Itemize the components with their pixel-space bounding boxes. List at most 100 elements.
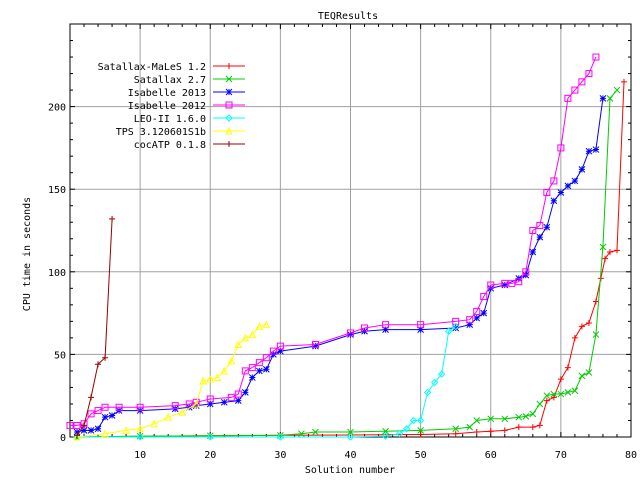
- data-point-marker: [557, 376, 564, 383]
- data-point-marker: [255, 359, 263, 367]
- data-point-marker: [164, 413, 172, 421]
- data-point-marker: [226, 63, 232, 69]
- data-point-marker: [466, 321, 474, 329]
- data-point-marker: [241, 333, 250, 342]
- data-point-marker: [199, 376, 208, 385]
- data-point-marker: [73, 428, 81, 436]
- data-point-marker: [66, 421, 74, 429]
- data-point-marker: [543, 397, 550, 404]
- data-point-marker: [536, 222, 544, 230]
- data-point-marker: [444, 327, 453, 335]
- data-point-marker: [225, 126, 233, 135]
- data-point-marker: [592, 331, 600, 338]
- data-point-marker: [416, 416, 425, 425]
- data-point-marker: [248, 364, 256, 372]
- data-point-marker: [578, 372, 586, 380]
- y-tick-label: 100: [48, 268, 66, 279]
- series-line: [70, 56, 597, 426]
- data-point-marker: [529, 227, 537, 234]
- data-point-marker: [515, 278, 523, 286]
- data-point-marker: [529, 248, 537, 256]
- data-point-marker: [102, 354, 109, 361]
- data-point-marker: [522, 268, 530, 276]
- data-point-marker: [87, 427, 95, 434]
- data-point-marker: [585, 70, 593, 78]
- data-point-marker: [248, 374, 256, 381]
- x-tick-label: 10: [134, 450, 146, 461]
- y-tick-label: 0: [60, 433, 66, 444]
- data-point-marker: [312, 342, 319, 350]
- data-point-marker: [578, 323, 585, 330]
- data-point-marker: [80, 427, 88, 434]
- data-point-marker: [557, 189, 565, 196]
- data-point-marker: [480, 309, 488, 317]
- data-point-marker: [515, 424, 522, 431]
- data-point-marker: [206, 375, 215, 383]
- data-point-marker: [599, 243, 607, 251]
- data-point-marker: [150, 419, 158, 428]
- data-point-marker: [437, 370, 446, 378]
- data-point-marker: [578, 78, 586, 86]
- data-point-marker: [557, 144, 565, 152]
- data-point-marker: [613, 86, 621, 94]
- legend-item: Isabelle 2013: [128, 88, 245, 99]
- data-point-marker: [409, 416, 418, 425]
- data-point-marker: [395, 429, 404, 438]
- data-point-marker: [136, 433, 144, 441]
- data-point-marker: [94, 407, 102, 415]
- data-point-marker: [74, 432, 81, 439]
- x-tick-label: 30: [274, 450, 286, 461]
- x-tick-label: 20: [204, 450, 216, 461]
- series-layer: [66, 53, 627, 441]
- data-point-marker: [382, 326, 389, 333]
- data-point-marker: [192, 399, 201, 408]
- data-point-marker: [592, 146, 600, 153]
- data-point-marker: [571, 334, 578, 341]
- data-point-marker: [620, 78, 627, 85]
- data-point-marker: [543, 189, 551, 197]
- data-point-marker: [108, 412, 116, 419]
- data-point-marker: [95, 361, 102, 368]
- data-point-marker: [452, 317, 460, 325]
- data-point-marker: [550, 390, 558, 398]
- data-point-marker: [206, 395, 214, 403]
- data-point-marker: [136, 424, 144, 433]
- data-point-marker: [227, 356, 236, 365]
- data-point-marker: [529, 410, 537, 418]
- data-point-marker: [234, 397, 242, 405]
- data-point-marker: [220, 398, 228, 406]
- legend-label: Satallax-MaLeS 1.2: [98, 62, 206, 73]
- data-point-marker: [347, 428, 354, 436]
- data-point-marker: [417, 326, 424, 333]
- data-point-marker: [522, 412, 530, 420]
- data-point-marker: [550, 197, 558, 205]
- data-point-marker: [423, 388, 432, 397]
- data-point-marker: [466, 423, 474, 431]
- series-line: [76, 98, 604, 433]
- data-point-marker: [101, 403, 109, 411]
- data-point-marker: [452, 324, 460, 332]
- data-point-marker: [225, 114, 233, 122]
- data-point-marker: [206, 400, 214, 408]
- x-axis-label: Solution number: [305, 465, 395, 476]
- data-point-marker: [109, 215, 116, 222]
- data-point-marker: [241, 367, 249, 375]
- data-point-marker: [73, 421, 81, 429]
- legend-label: cocATP 0.1.8: [134, 140, 206, 151]
- data-point-marker: [178, 408, 187, 416]
- data-point-marker: [564, 364, 571, 371]
- data-point-marker: [311, 340, 319, 348]
- data-point-marker: [417, 431, 424, 438]
- data-point-marker: [473, 307, 481, 315]
- data-point-marker: [101, 413, 109, 421]
- data-point-marker: [312, 428, 319, 436]
- legend-label: TPS 3.120601S1b: [116, 127, 206, 138]
- series-2: [73, 86, 621, 441]
- data-point-marker: [136, 403, 144, 411]
- x-tick-label: 80: [625, 450, 637, 461]
- data-point-marker: [347, 331, 354, 338]
- data-point-marker: [255, 367, 263, 375]
- data-point-marker: [487, 415, 495, 423]
